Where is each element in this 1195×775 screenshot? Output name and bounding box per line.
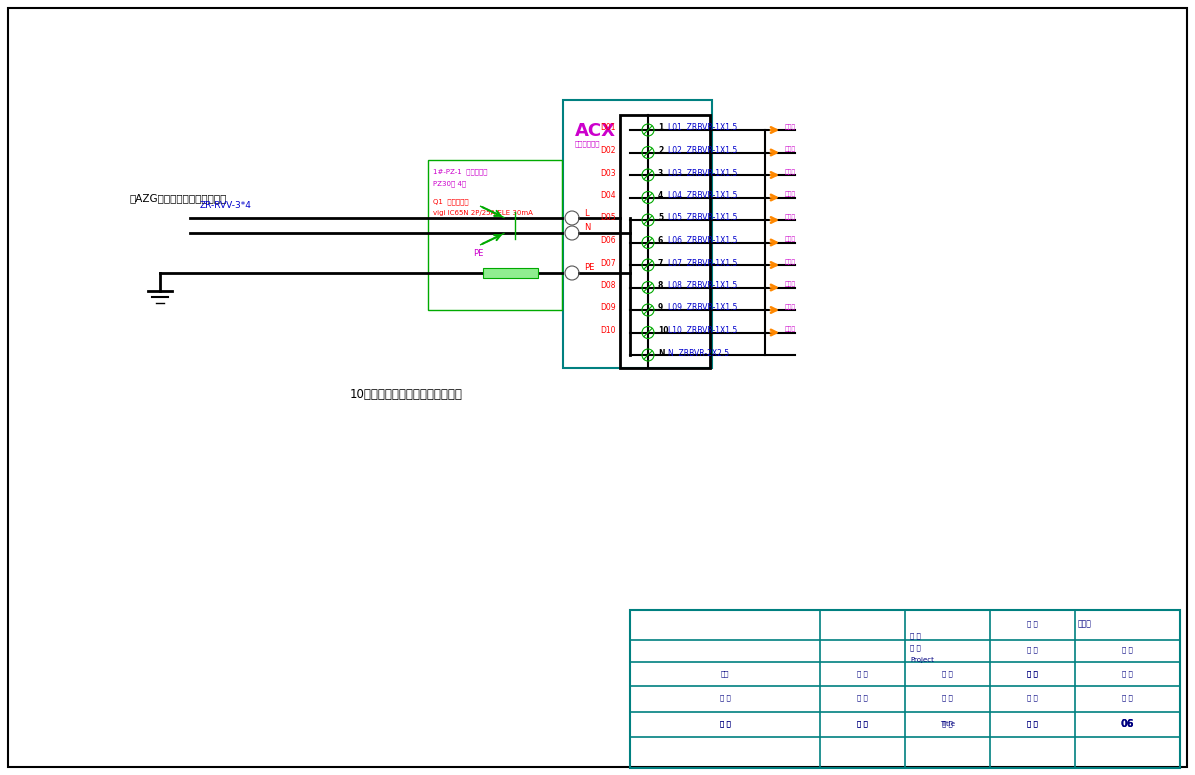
Text: L05  ZRBVR-1X1.5: L05 ZRBVR-1X1.5 [668,213,737,222]
Text: L07  ZRBVR-1X1.5: L07 ZRBVR-1X1.5 [668,259,737,267]
Text: D01: D01 [601,123,615,133]
Text: 充电桩: 充电桩 [785,305,796,310]
Text: 3: 3 [658,168,663,177]
Text: D10: D10 [601,326,615,335]
Text: L01  ZRBVR-1X1.5: L01 ZRBVR-1X1.5 [668,123,737,133]
Text: 4: 4 [658,191,663,200]
Bar [563,100,712,368]
Text: PE: PE [473,249,483,257]
Text: 第 张: 第 张 [1028,670,1038,677]
Text: 图纸: 图纸 [721,670,729,677]
Text: 1#-PZ-1  配电柜标号: 1#-PZ-1 配电柜标号 [433,168,488,174]
Text: 甲 乙: 甲 乙 [857,694,868,701]
Text: 甲 乙: 甲 乙 [942,670,952,677]
Text: 甲 乙: 甲 乙 [857,721,868,727]
Text: Q1  断路器标号: Q1 断路器标号 [433,198,468,205]
Text: L04  ZRBVR-1X1.5: L04 ZRBVR-1X1.5 [668,191,737,200]
Text: 电瓶车充电桩: 电瓶车充电桩 [575,140,601,146]
Text: 充电桩: 充电桩 [785,146,796,153]
Text: 核 名: 核 名 [719,721,730,727]
Text: 正 本: 正 本 [911,632,921,639]
Text: 2: 2 [658,146,663,155]
Text: 06: 06 [1121,719,1134,729]
Text: 1: 1 [658,123,663,133]
Text: 6: 6 [658,236,663,245]
Text: 甲 乙: 甲 乙 [857,721,868,727]
Text: 第 张: 第 张 [1028,646,1038,653]
Text: Title: Title [940,721,955,727]
Text: ZR-RVV-3*4: ZR-RVV-3*4 [200,202,252,211]
Text: 充电桩: 充电桩 [785,214,796,220]
Text: 06: 06 [1121,719,1134,729]
Text: 第 张: 第 张 [1028,694,1038,701]
Text: 第 张: 第 张 [1122,646,1133,653]
Text: 10: 10 [658,326,668,335]
Text: L06  ZRBVR-1X1.5: L06 ZRBVR-1X1.5 [668,236,737,245]
Text: D09: D09 [600,304,615,312]
Text: 充电桩: 充电桩 [785,327,796,332]
Text: D05: D05 [600,213,615,222]
Text: 充电桩: 充电桩 [785,281,796,288]
Text: N: N [658,349,664,357]
Text: 8: 8 [658,281,663,290]
Text: 由AZG电瓶车充电桩配电箱引入: 由AZG电瓶车充电桩配电箱引入 [130,193,227,203]
Bar [630,610,1179,768]
Text: 第 张: 第 张 [1028,670,1038,677]
Text: 5: 5 [658,213,663,222]
Text: 甲 乙: 甲 乙 [942,721,952,727]
Text: vigi IC65N 2P/25A ELE 30mA: vigi IC65N 2P/25A ELE 30mA [433,210,533,216]
Text: 副 本: 副 本 [911,645,921,651]
Text: D04: D04 [600,191,615,200]
Text: 第 张: 第 张 [1028,721,1038,727]
Text: Project: Project [911,657,933,663]
Text: 第 张: 第 张 [1122,694,1133,701]
Text: L02  ZRBVR-1X1.5: L02 ZRBVR-1X1.5 [668,146,737,155]
Text: L10  ZRBVR-1X1.5: L10 ZRBVR-1X1.5 [668,326,737,335]
Text: ACX: ACX [575,122,615,140]
Text: L: L [584,208,589,218]
Text: L03  ZRBVR-1X1.5: L03 ZRBVR-1X1.5 [668,168,737,177]
Bar [620,115,710,368]
Text: 甲 乙: 甲 乙 [857,670,868,677]
Text: 第 张: 第 张 [1122,670,1133,677]
Text: L08  ZRBVR-1X1.5: L08 ZRBVR-1X1.5 [668,281,737,290]
Text: 7: 7 [658,259,663,267]
Text: 第 张: 第 张 [1028,721,1038,727]
Text: D02: D02 [601,146,615,155]
Text: D08: D08 [601,281,615,290]
Text: 10路电瓶车智能充电桩一次系统图: 10路电瓶车智能充电桩一次系统图 [350,388,462,401]
Text: N  ZRBVR-2X2.5: N ZRBVR-2X2.5 [668,349,729,357]
Bar [428,160,562,310]
Text: 签 名: 签 名 [719,694,730,701]
Text: 甲 乙: 甲 乙 [942,694,952,701]
Text: D06: D06 [600,236,615,245]
Text: 第 张: 第 张 [1028,621,1038,627]
Text: 充电桩: 充电桩 [785,169,796,175]
Text: 充电桩: 充电桩 [785,236,796,243]
Text: 充电桩: 充电桩 [785,191,796,198]
Text: L09  ZRBVR-1X1.5: L09 ZRBVR-1X1.5 [668,304,737,312]
Text: 核 名: 核 名 [719,721,730,727]
Text: 总图数: 总图数 [1078,619,1092,629]
Text: D07: D07 [600,259,615,267]
Text: PZ30系 4回: PZ30系 4回 [433,180,466,187]
Bar [483,268,538,278]
Text: D03: D03 [600,168,615,177]
Text: 充电桩: 充电桩 [785,259,796,265]
Text: PE: PE [584,264,594,273]
Text: 充电桩: 充电桩 [785,124,796,129]
Text: 9: 9 [658,304,663,312]
Text: N: N [584,223,590,232]
